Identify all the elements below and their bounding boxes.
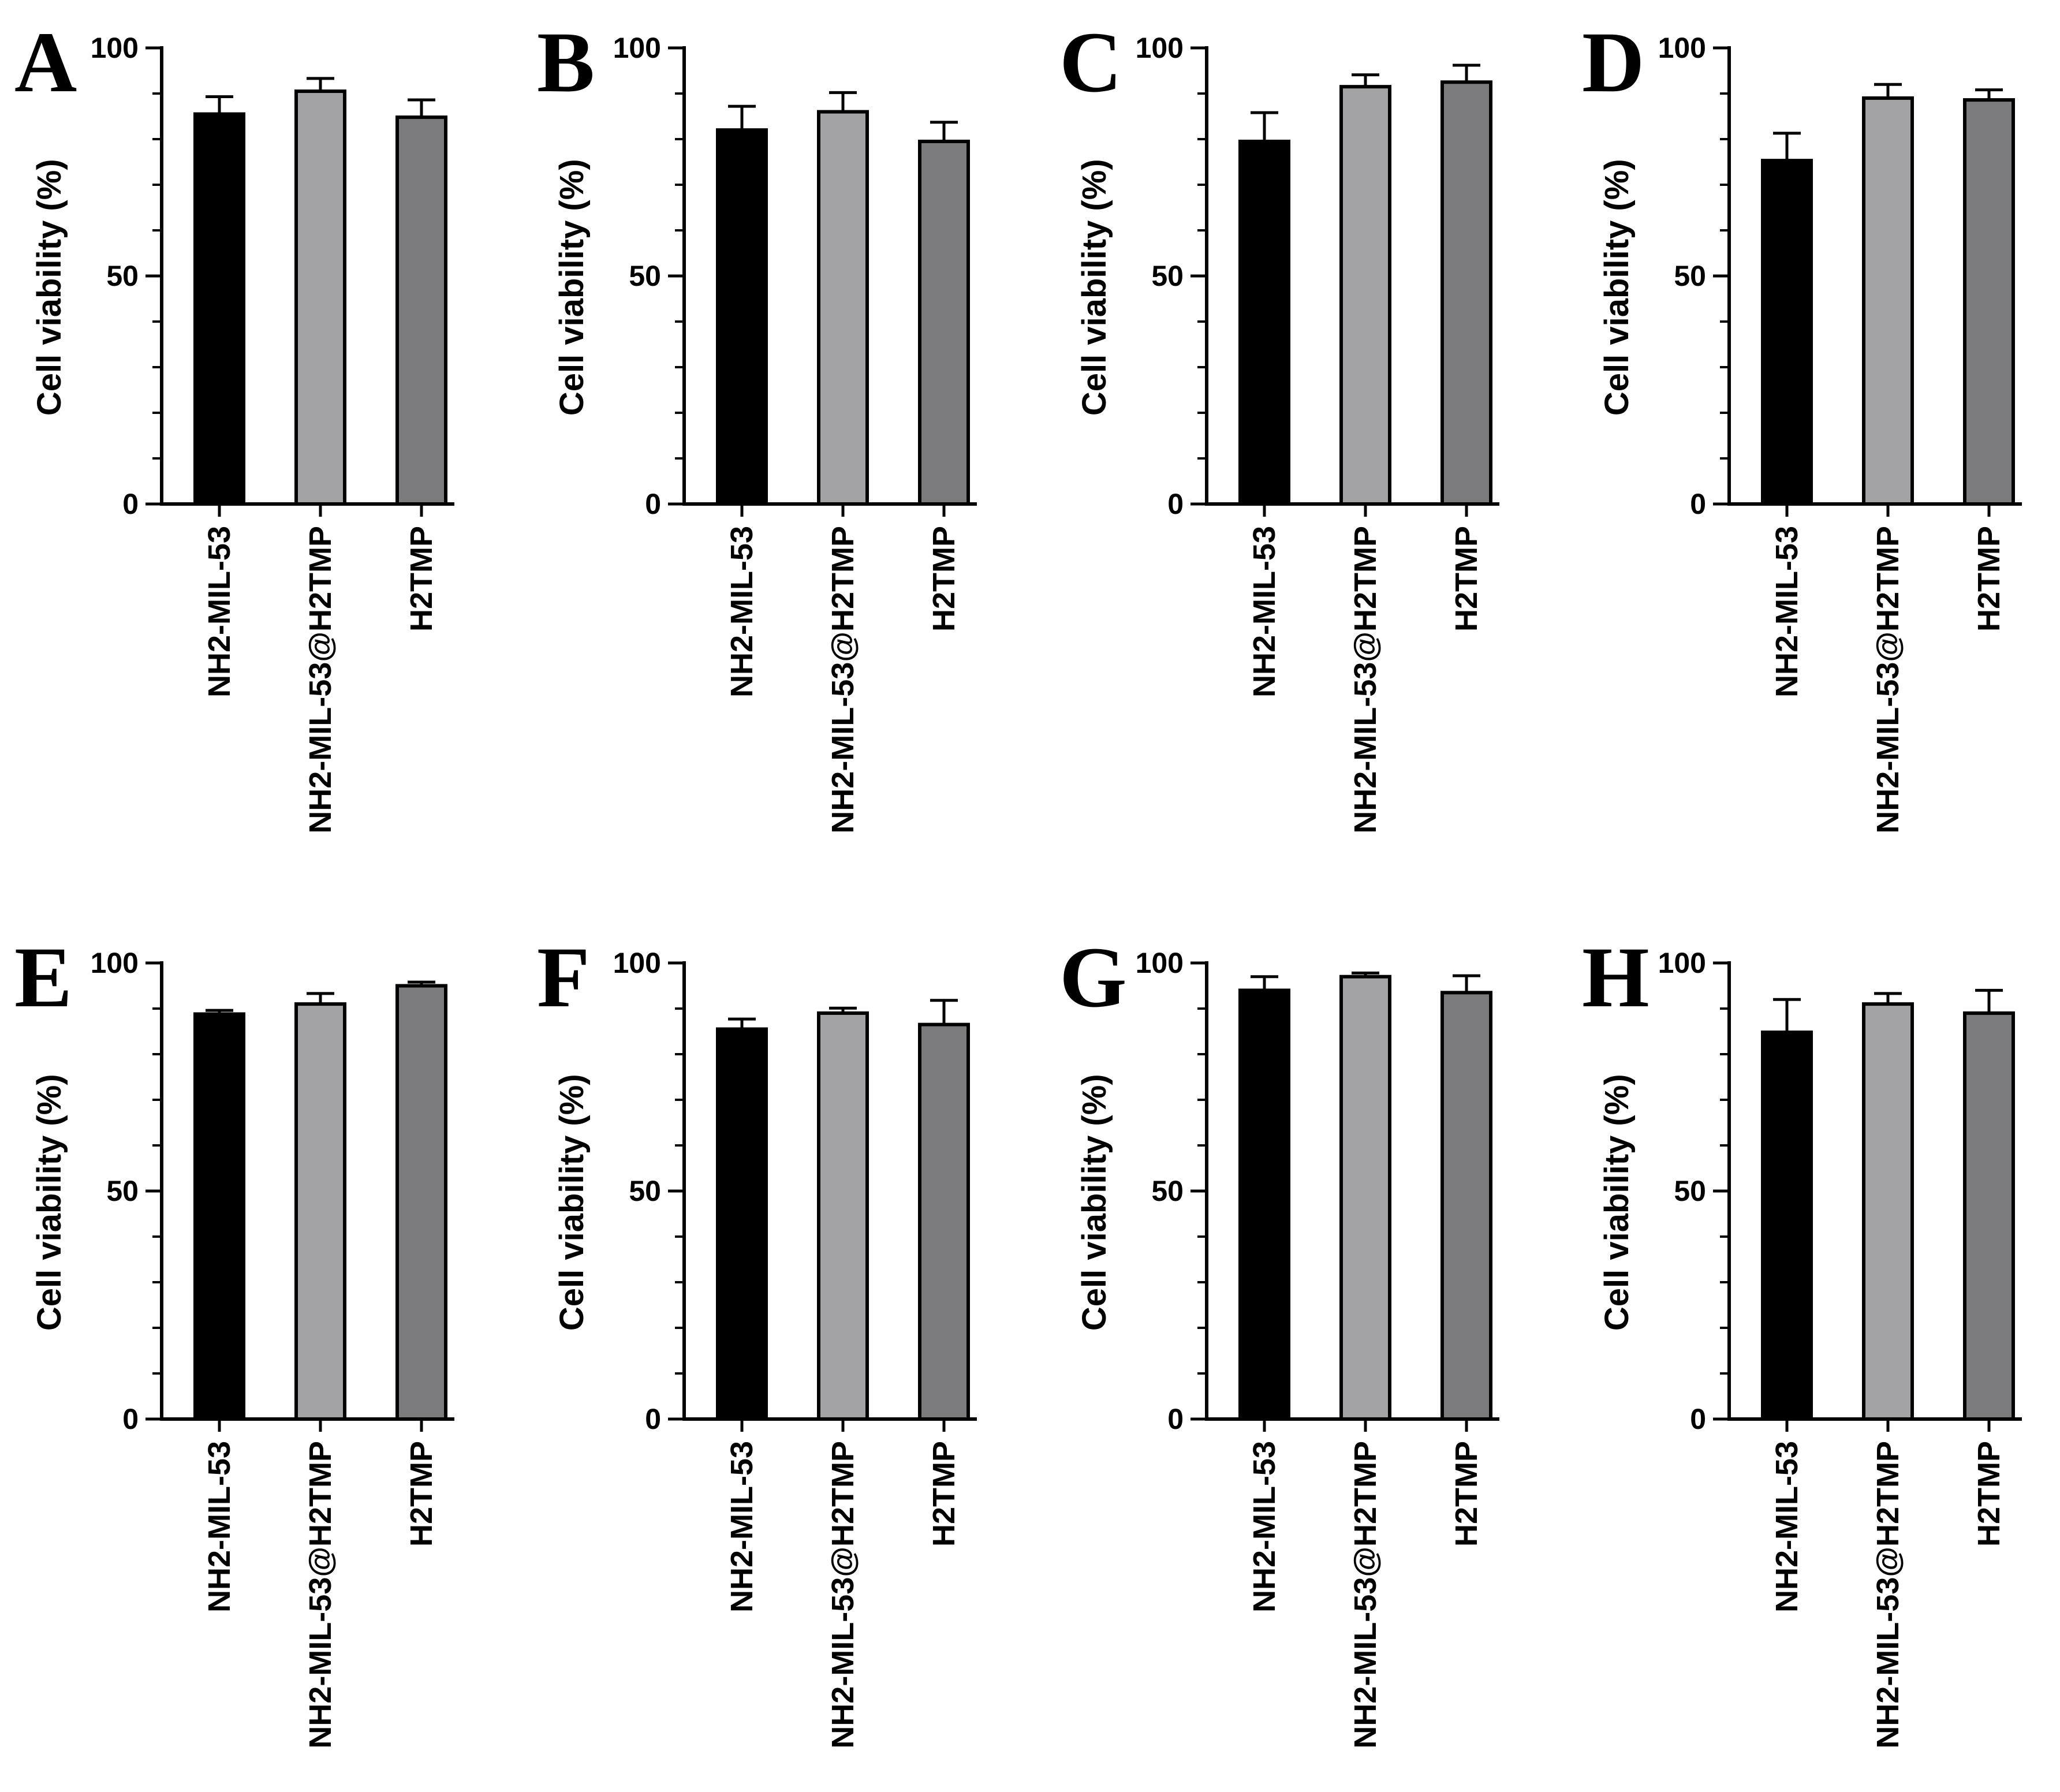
panel-letter: A: [14, 14, 77, 110]
x-category-label: NH2-MIL-53@H2TMP: [1348, 1441, 1383, 1749]
panel-D: D Cell viability (%) 0 50 100 NH2-MIL-53 NH2-M…: [1582, 14, 2022, 834]
panel-H: H Cell viability (%) 0 50 100 NH2-MIL-53 NH2-M…: [1582, 929, 2022, 1749]
x-category-label: NH2-MIL-53: [1247, 1441, 1282, 1612]
bar-H2TMP: [1440, 80, 1492, 506]
panel-letter: H: [1582, 929, 1650, 1025]
y-axis-label: Cell viability (%): [553, 1074, 591, 1331]
x-category-label: NH2-MIL-53: [725, 1441, 759, 1612]
y-tick-label: 0: [1690, 1403, 1706, 1435]
x-category-label: NH2-MIL-53@H2TMP: [303, 1441, 338, 1749]
bar-H2TMP: [918, 1022, 970, 1421]
y-tick-label: 50: [1151, 1175, 1184, 1207]
y-axis-label: Cell viability (%): [31, 1074, 68, 1331]
panel-F: F Cell viability (%) 0 50 100 NH2-MIL-53 NH2-M…: [537, 929, 977, 1749]
bar-NH2-MIL-53@H2TMP: [817, 110, 869, 506]
bar-H2TMP: [1440, 991, 1492, 1421]
x-category-label: NH2-MIL-53: [725, 526, 759, 697]
y-tick-label: 0: [122, 1403, 139, 1435]
x-category-label: NH2-MIL-53@H2TMP: [303, 526, 338, 834]
x-category-label: H2TMP: [1449, 526, 1484, 632]
y-axis-label: Cell viability (%): [1076, 159, 1113, 416]
panel-letter: G: [1059, 929, 1127, 1025]
bar-NH2-MIL-53@H2TMP: [817, 1011, 869, 1421]
y-tick-label: 50: [629, 260, 661, 292]
panel-A: A Cell viability (%) 0 50 100 NH2-MIL-53 NH2-M…: [14, 14, 454, 834]
bar-NH2-MIL-53@H2TMP: [294, 89, 346, 506]
y-axis-label: Cell viability (%): [553, 159, 591, 416]
x-category-label: H2TMP: [1449, 1441, 1484, 1547]
bar-NH2-MIL-53@H2TMP: [294, 1002, 346, 1421]
y-tick-label: 100: [91, 32, 139, 64]
x-category-label: H2TMP: [927, 526, 961, 632]
bar-H2TMP: [395, 984, 447, 1421]
x-category-label: NH2-MIL-53: [1770, 1441, 1804, 1612]
bar-NH2-MIL-53: [1238, 988, 1290, 1421]
x-category-label: NH2-MIL-53@H2TMP: [1348, 526, 1383, 834]
x-category-label: NH2-MIL-53: [202, 1441, 237, 1612]
y-tick-label: 0: [645, 488, 661, 520]
panel-letter: D: [1582, 14, 1644, 110]
x-category-label: H2TMP: [404, 1441, 439, 1547]
panel-C: C Cell viability (%) 0 50 100 NH2-MIL-53 NH2-M…: [1059, 14, 1499, 834]
panel-letter: C: [1059, 14, 1122, 110]
y-tick-label: 50: [1151, 260, 1184, 292]
x-category-label: NH2-MIL-53: [202, 526, 237, 697]
y-tick-label: 50: [1674, 260, 1706, 292]
y-axis-label: Cell viability (%): [1598, 159, 1636, 416]
panel-B: B Cell viability (%) 0 50 100 NH2-MIL-53 NH2-M…: [537, 14, 977, 834]
y-tick-label: 0: [1167, 488, 1184, 520]
bar-NH2-MIL-53@H2TMP: [1339, 85, 1391, 506]
bar-NH2-MIL-53: [716, 128, 768, 506]
x-category-label: NH2-MIL-53@H2TMP: [826, 526, 860, 834]
panel-letter: F: [537, 929, 590, 1025]
bar-H2TMP: [1963, 1011, 2015, 1421]
panel-letter: B: [537, 14, 595, 110]
panel-letter: E: [14, 929, 72, 1025]
x-category-label: NH2-MIL-53: [1247, 526, 1282, 697]
bar-H2TMP: [1963, 98, 2015, 506]
bar-H2TMP: [395, 115, 447, 506]
y-tick-label: 50: [106, 260, 139, 292]
y-tick-label: 100: [1136, 32, 1184, 64]
x-category-label: NH2-MIL-53@H2TMP: [1871, 1441, 1905, 1749]
y-tick-label: 50: [106, 1175, 139, 1207]
bar-NH2-MIL-53: [193, 112, 245, 506]
y-tick-label: 100: [613, 32, 661, 64]
x-category-label: NH2-MIL-53: [1770, 526, 1804, 697]
bar-NH2-MIL-53: [1761, 159, 1813, 506]
y-tick-label: 100: [1136, 947, 1184, 979]
y-tick-label: 0: [122, 488, 139, 520]
x-category-label: H2TMP: [1972, 526, 2006, 632]
bar-NH2-MIL-53: [193, 1012, 245, 1421]
y-tick-label: 100: [613, 947, 661, 979]
panel-E: E Cell viability (%) 0 50 100 NH2-MIL-53 NH2-M…: [14, 929, 454, 1749]
x-category-label: NH2-MIL-53@H2TMP: [826, 1441, 860, 1749]
y-axis-label: Cell viability (%): [1076, 1074, 1113, 1331]
x-category-label: H2TMP: [404, 526, 439, 632]
y-tick-label: 0: [1167, 1403, 1184, 1435]
y-tick-label: 100: [91, 947, 139, 979]
x-category-label: H2TMP: [927, 1441, 961, 1547]
y-tick-label: 0: [1690, 488, 1706, 520]
bar-NH2-MIL-53@H2TMP: [1862, 96, 1914, 506]
x-category-label: H2TMP: [1972, 1441, 2006, 1547]
bar-NH2-MIL-53@H2TMP: [1339, 975, 1391, 1421]
y-tick-label: 50: [1674, 1175, 1706, 1207]
y-tick-label: 50: [629, 1175, 661, 1207]
x-category-label: NH2-MIL-53@H2TMP: [1871, 526, 1905, 834]
y-tick-label: 0: [645, 1403, 661, 1435]
y-tick-label: 100: [1658, 947, 1706, 979]
bar-NH2-MIL-53: [1761, 1031, 1813, 1421]
bar-H2TMP: [918, 139, 970, 506]
bar-NH2-MIL-53: [716, 1027, 768, 1421]
bar-NH2-MIL-53@H2TMP: [1862, 1002, 1914, 1421]
y-tick-label: 100: [1658, 32, 1706, 64]
bar-NH2-MIL-53: [1238, 139, 1290, 506]
y-axis-label: Cell viability (%): [1598, 1074, 1636, 1331]
y-axis-label: Cell viability (%): [31, 159, 68, 416]
panel-G: G Cell viability (%) 0 50 100 NH2-MIL-53 NH2-M…: [1059, 929, 1499, 1749]
